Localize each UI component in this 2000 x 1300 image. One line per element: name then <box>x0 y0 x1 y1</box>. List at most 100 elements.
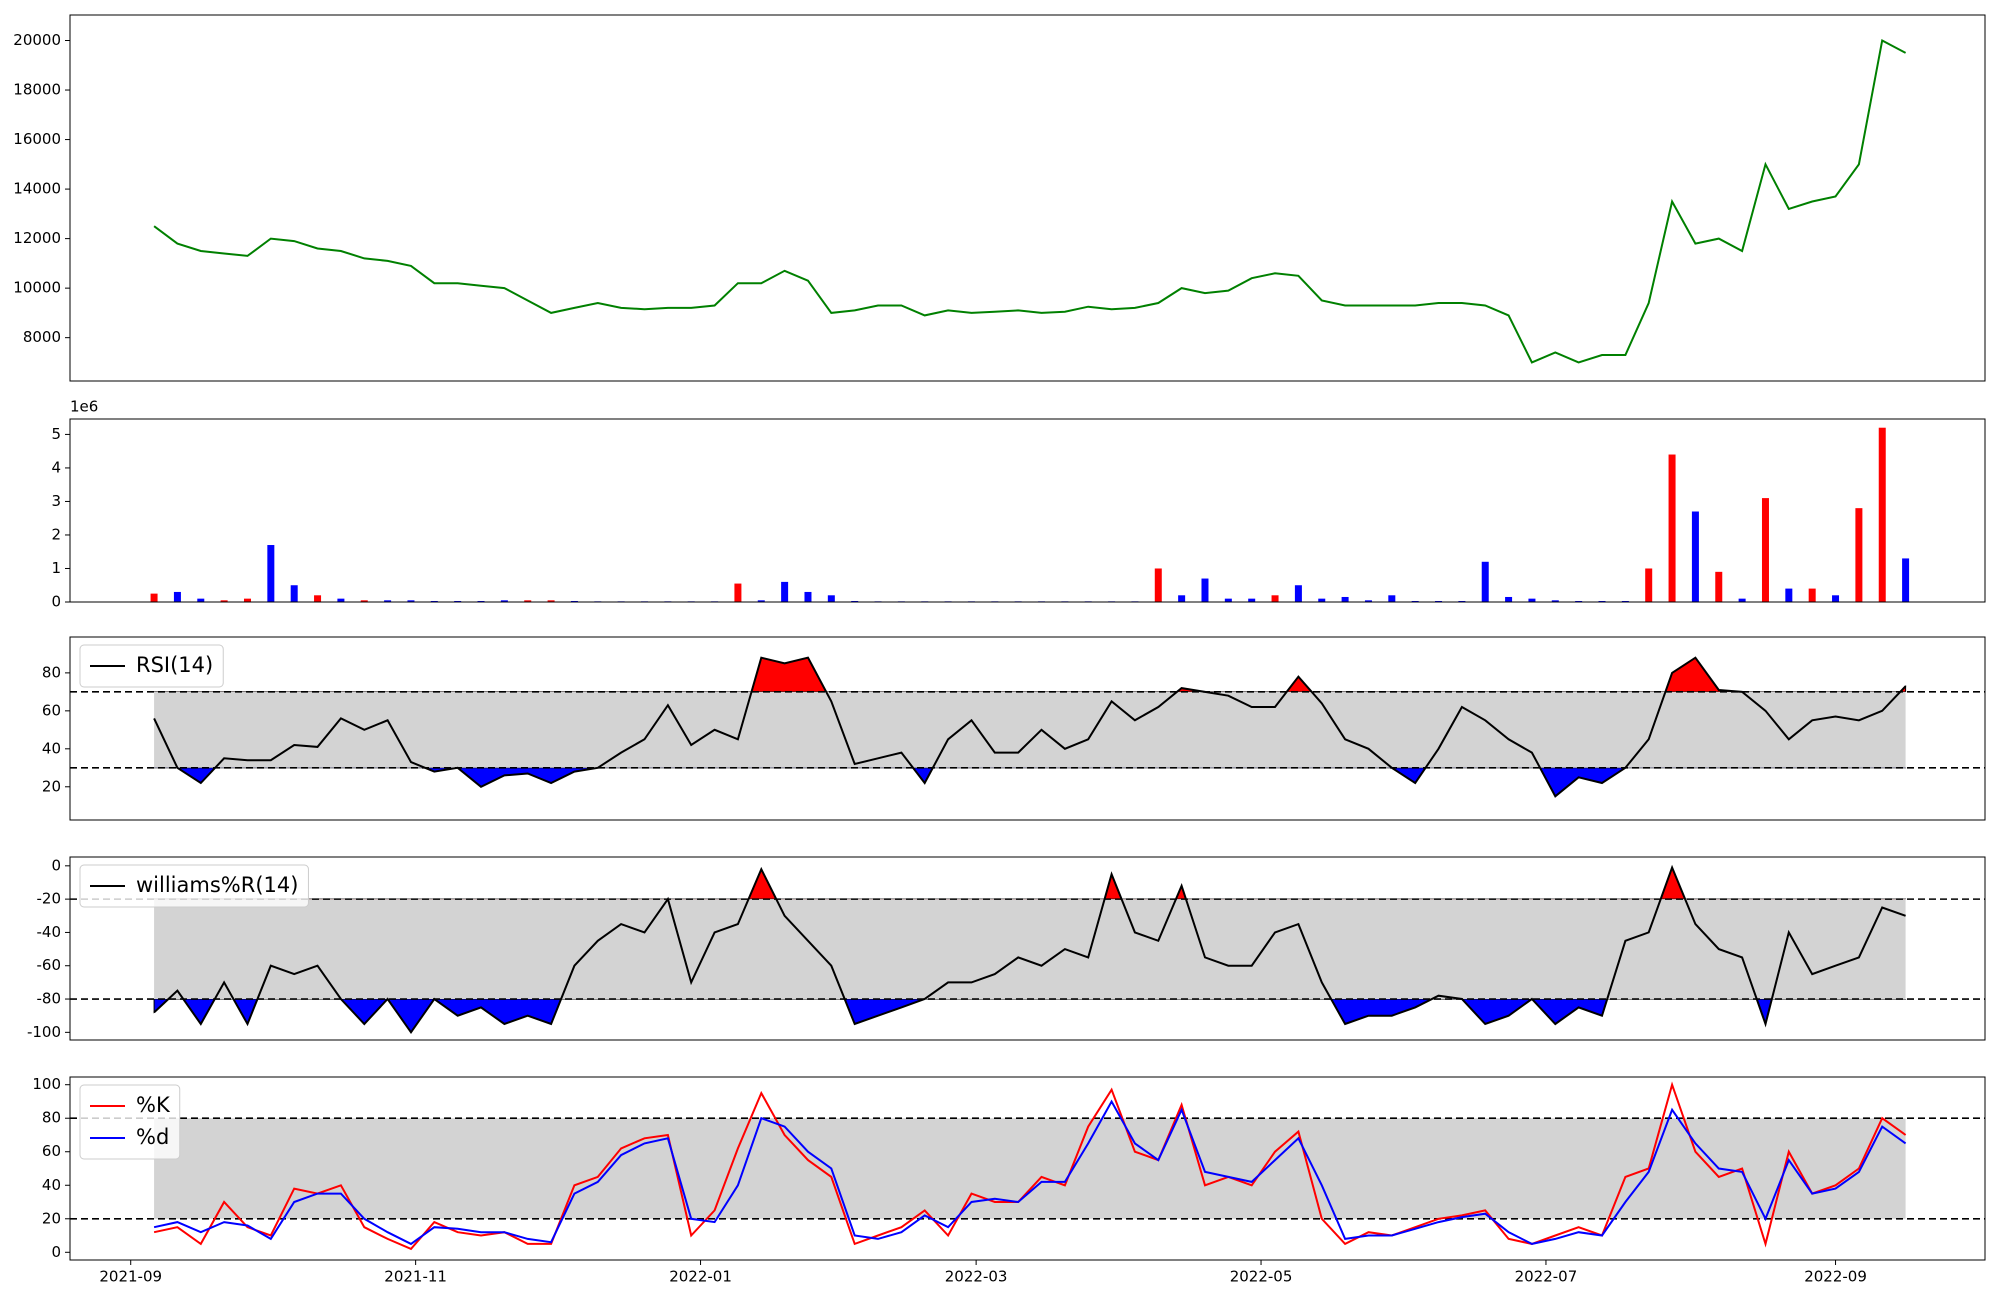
y-tick-label: 18000 <box>13 81 61 99</box>
indicator-line <box>153 656 1907 798</box>
volume-bar <box>1481 561 1489 602</box>
volume-bar <box>1435 600 1443 602</box>
volume-bar <box>1738 598 1746 602</box>
volume-bar <box>1761 498 1769 602</box>
volume-bar <box>1458 600 1466 602</box>
y-tick-label: -80 <box>37 990 62 1008</box>
volume-bar <box>1201 578 1209 602</box>
volume-bar <box>851 600 859 602</box>
price-line <box>153 38 1907 364</box>
x-tick-label: 2022-05 <box>1230 1268 1293 1286</box>
y-tick-label: 60 <box>42 1142 61 1160</box>
volume-bar <box>500 600 508 602</box>
volume-bar <box>1575 600 1583 602</box>
offset-label: 1e6 <box>70 398 98 416</box>
volume-bar <box>290 585 298 602</box>
y-tick-label: 0 <box>51 1243 61 1261</box>
volume-bar <box>1224 598 1232 602</box>
y-tick-label: 20 <box>42 1209 61 1227</box>
volume-bar <box>454 600 462 602</box>
x-tick-label: 2021-09 <box>99 1268 162 1286</box>
volume-bar <box>1364 600 1372 602</box>
y-tick-label: 8000 <box>23 328 61 346</box>
volume-bar <box>1505 596 1513 602</box>
volume-bar <box>1154 568 1162 602</box>
volume-bar <box>1411 600 1419 602</box>
y-tick-label: 80 <box>42 1109 61 1127</box>
y-tick-label: 1 <box>51 559 61 577</box>
volume-bar <box>827 595 835 602</box>
x-tick-label: 2022-01 <box>669 1268 732 1286</box>
volume-bar <box>1645 568 1653 602</box>
volume-bar <box>1902 558 1910 602</box>
volume-bar <box>430 600 438 602</box>
volume-bar <box>267 545 275 602</box>
volume-bar <box>197 598 205 602</box>
volume-bar <box>1715 571 1723 602</box>
axes-frame <box>69 636 1986 821</box>
indicator-line <box>153 1099 1907 1246</box>
legend-label: williams%R(14) <box>136 873 298 897</box>
y-tick-label: 3 <box>51 492 61 510</box>
volume-bar <box>1388 595 1396 602</box>
legend-label: %d <box>136 1125 169 1149</box>
legend: williams%R(14) <box>79 864 309 908</box>
volume-bar <box>1271 595 1279 602</box>
volume-bar <box>1294 585 1302 602</box>
y-tick-label: 0 <box>51 593 61 611</box>
volume-bar <box>1598 600 1606 602</box>
legend: %K %d <box>79 1084 181 1160</box>
x-tick-label: 2022-07 <box>1515 1268 1578 1286</box>
y-tick-label: 100 <box>32 1075 61 1093</box>
y-tick-label: -60 <box>37 956 62 974</box>
y-tick-label: 40 <box>42 739 61 757</box>
legend-label: %K <box>136 1093 171 1117</box>
volume-bar <box>1808 588 1816 602</box>
volume-bar <box>407 600 415 602</box>
band <box>154 1118 1906 1219</box>
volume-bar <box>314 595 322 602</box>
volume-bar <box>477 600 485 602</box>
y-tick-label: 4 <box>51 458 61 476</box>
volume-bar <box>384 600 392 602</box>
y-tick-label: -100 <box>27 1023 61 1041</box>
y-tick-label: 12000 <box>13 229 61 247</box>
volume-bar <box>524 600 532 602</box>
y-tick-label: 80 <box>42 663 61 681</box>
volume-bar <box>781 581 789 602</box>
y-tick-label: 5 <box>51 425 61 443</box>
volume-bar <box>1855 508 1863 602</box>
volume-bar <box>1318 598 1326 602</box>
axes-frame <box>69 14 1986 382</box>
legend-box <box>79 644 224 688</box>
volume-bar <box>220 600 228 602</box>
volume-bar <box>1621 600 1629 602</box>
volume-bar <box>547 600 555 602</box>
volume-bar <box>173 591 181 602</box>
volume-bar <box>757 600 765 602</box>
y-tick-label: 2 <box>51 525 61 543</box>
x-tick-label: 2021-11 <box>384 1268 447 1286</box>
y-tick-label: 20 <box>42 777 61 795</box>
volume-bar <box>804 591 812 602</box>
oversold-fill <box>153 999 1907 1034</box>
y-tick-label: -20 <box>37 890 62 908</box>
volume-bar <box>570 600 578 602</box>
y-tick-label: 16000 <box>13 130 61 148</box>
y-tick-label: 10000 <box>13 279 61 297</box>
band <box>154 899 1906 1000</box>
volume-bar <box>1668 454 1676 602</box>
legend: RSI(14) <box>79 644 224 688</box>
x-tick-label: 2022-03 <box>945 1268 1008 1286</box>
volume-bar <box>360 600 368 602</box>
legend-box <box>79 864 309 908</box>
legend-label: RSI(14) <box>136 653 213 677</box>
y-tick-label: 40 <box>42 1176 61 1194</box>
legend-box <box>79 1084 181 1160</box>
volume-bar <box>1341 596 1349 602</box>
axes-frame <box>69 1076 1986 1261</box>
volume-bar <box>150 593 158 602</box>
indicator-line <box>153 864 1906 1035</box>
volume-bar <box>243 598 251 602</box>
